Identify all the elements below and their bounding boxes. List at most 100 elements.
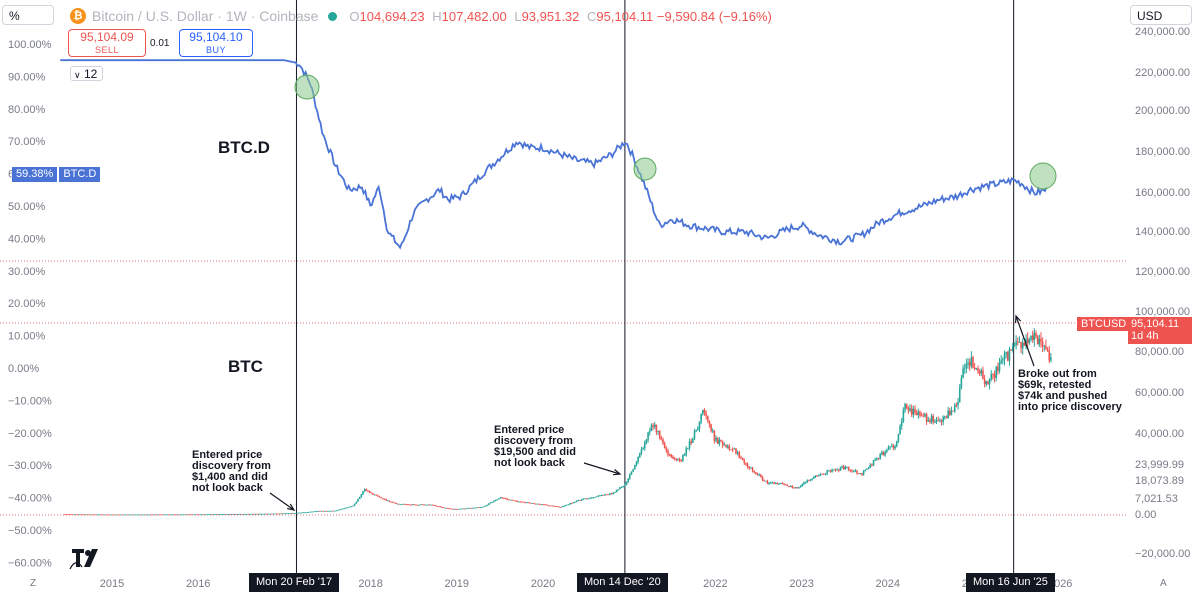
candle-body-237 bbox=[456, 509, 459, 510]
candle-body-135 bbox=[287, 513, 290, 514]
candle-body-170 bbox=[345, 507, 348, 509]
candle-body-59 bbox=[161, 514, 164, 516]
candle-body-511 bbox=[910, 408, 913, 415]
candle-body-47 bbox=[141, 514, 144, 516]
candle-body-226 bbox=[438, 506, 441, 508]
candle-body-385 bbox=[702, 409, 704, 414]
candle-body-563 bbox=[997, 366, 999, 372]
candle-body-348 bbox=[640, 449, 643, 454]
candle-body-178 bbox=[358, 497, 361, 500]
candle-body-101 bbox=[231, 514, 233, 515]
candle-body-22 bbox=[100, 514, 102, 516]
candle-body-252 bbox=[481, 506, 484, 508]
candle-body-339 bbox=[625, 481, 628, 485]
candle-body-53 bbox=[151, 514, 154, 516]
currency-select[interactable]: USD bbox=[1130, 5, 1192, 25]
candle-body-280 bbox=[527, 502, 530, 504]
scale-mode-button[interactable]: % bbox=[2, 5, 54, 25]
arrow-2020 bbox=[583, 462, 621, 475]
candle-body-350 bbox=[643, 441, 646, 449]
candle-body-62 bbox=[166, 514, 169, 516]
candle-body-512 bbox=[912, 408, 915, 415]
spread-value: 0.01 bbox=[150, 38, 170, 49]
candle-body-111 bbox=[247, 513, 250, 515]
candle-body-127 bbox=[274, 513, 276, 515]
candle-body-423 bbox=[764, 480, 767, 482]
candle-body-256 bbox=[488, 503, 490, 505]
candle-body-457 bbox=[821, 473, 823, 475]
candle-body-296 bbox=[554, 506, 557, 507]
ohlc-values: O104,694.23 H107,482.00 L93,951.32 C95,1… bbox=[345, 9, 771, 24]
highlight-circles bbox=[294, 74, 1057, 190]
candle-body-321 bbox=[595, 496, 598, 498]
candle-body-185 bbox=[370, 492, 373, 494]
candle-body-277 bbox=[522, 501, 525, 503]
interval-input[interactable]: ∨ 12 bbox=[70, 66, 103, 81]
candle-body-160 bbox=[329, 510, 331, 512]
candle-body-128 bbox=[275, 513, 278, 515]
candle-body-556 bbox=[985, 381, 988, 385]
candle-body-555 bbox=[983, 379, 986, 385]
candle-body-155 bbox=[320, 510, 323, 512]
candle-body-11 bbox=[82, 514, 84, 516]
btcd-tag-name: BTC.D bbox=[59, 167, 101, 182]
candle-body-122 bbox=[266, 513, 268, 515]
candle-body-197 bbox=[390, 501, 392, 503]
candle-body-304 bbox=[567, 504, 570, 506]
sell-button[interactable]: 95,104.09 SELL bbox=[68, 29, 146, 57]
zoom-toggle-button[interactable]: Z bbox=[30, 578, 37, 589]
symbol-title[interactable]: Bitcoin / U.S. Dollar · 1W · Coinbase bbox=[92, 8, 319, 24]
candle-body-333 bbox=[615, 489, 618, 493]
candle-body-335 bbox=[619, 487, 621, 490]
candle-body-466 bbox=[836, 469, 838, 471]
candle-body-193 bbox=[383, 498, 386, 500]
candle-body-406 bbox=[736, 452, 739, 454]
candle-body-430 bbox=[776, 483, 779, 485]
candle-body-428 bbox=[773, 482, 775, 484]
candle-body-176 bbox=[355, 501, 358, 504]
candle-body-228 bbox=[441, 507, 444, 509]
candle-body-475 bbox=[851, 470, 853, 472]
left-tick-11: −10.00% bbox=[8, 395, 52, 407]
candle-body-14 bbox=[86, 514, 89, 516]
candle-body-582 bbox=[1028, 339, 1031, 344]
candle-body-200 bbox=[395, 502, 397, 504]
candle-body-425 bbox=[768, 482, 770, 484]
candle-body-211 bbox=[413, 504, 416, 506]
candle-body-381 bbox=[695, 430, 697, 432]
auto-scale-button[interactable]: A bbox=[1160, 578, 1167, 589]
candle-body-179 bbox=[360, 494, 363, 498]
candle-body-269 bbox=[509, 499, 512, 501]
candle-body-208 bbox=[408, 504, 411, 506]
candle-body-72 bbox=[183, 514, 185, 516]
candle-body-400 bbox=[726, 446, 729, 448]
candle-body-372 bbox=[680, 460, 683, 462]
candle-body-573 bbox=[1013, 345, 1016, 347]
arrow-2017 bbox=[269, 492, 295, 511]
candle-body-382 bbox=[697, 428, 699, 431]
candle-body-41 bbox=[131, 514, 134, 516]
candle-body-561 bbox=[993, 374, 996, 378]
bitcoin-icon: ₿ bbox=[70, 8, 86, 24]
candle-body-363 bbox=[665, 447, 668, 451]
left-tick-5: 50.00% bbox=[8, 201, 46, 213]
candle-body-218 bbox=[425, 504, 427, 506]
candle-body-539 bbox=[957, 402, 959, 406]
candle-body-106 bbox=[239, 513, 242, 515]
candle-body-235 bbox=[453, 508, 455, 510]
candle-body-443 bbox=[798, 487, 800, 488]
candle-body-417 bbox=[755, 472, 757, 475]
candle-body-522 bbox=[929, 420, 931, 422]
candle-body-181 bbox=[363, 489, 366, 492]
candle-body-534 bbox=[948, 410, 951, 415]
candle-body-505 bbox=[900, 421, 903, 427]
annotation-2020: Entered price discovery from $19,500 and d… bbox=[494, 424, 576, 469]
candle-body-298 bbox=[557, 506, 560, 508]
candle-body-370 bbox=[677, 459, 679, 461]
candle-body-427 bbox=[771, 482, 774, 484]
candle-body-112 bbox=[249, 513, 252, 515]
pane-separators bbox=[0, 260, 1128, 516]
buy-button[interactable]: 95,104.10 BUY bbox=[179, 29, 253, 57]
candle-body-86 bbox=[206, 514, 208, 516]
